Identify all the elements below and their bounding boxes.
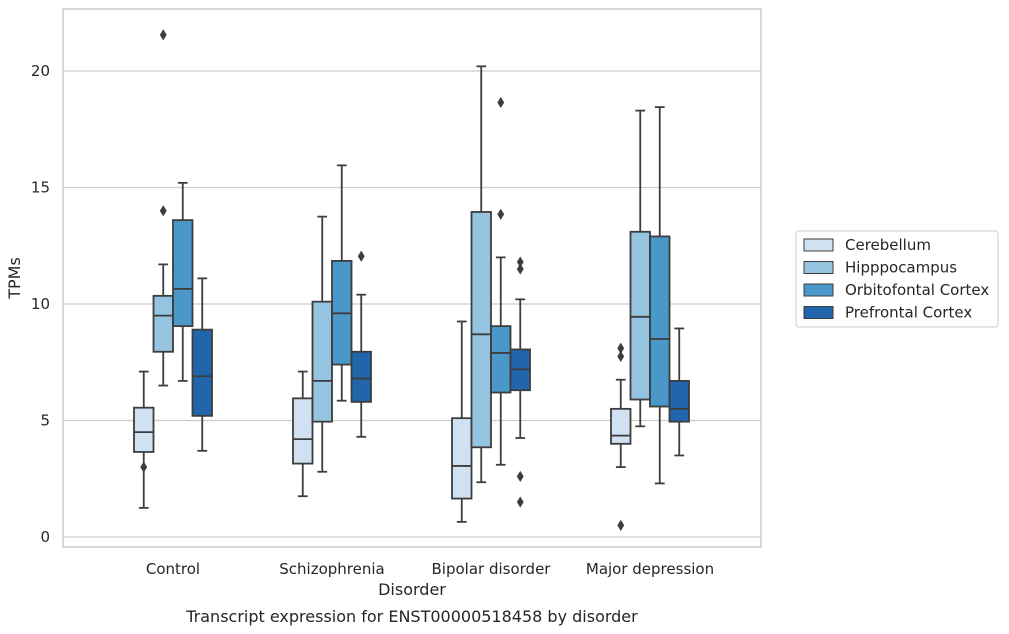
- legend-swatch: [803, 238, 834, 252]
- outlier-point: [516, 470, 524, 483]
- x-tick-label: Major depression: [586, 560, 714, 578]
- box-iqr: [470, 211, 492, 449]
- y-tick-label: 0: [40, 528, 50, 546]
- legend-label: Orbitofontal Cortex: [845, 281, 989, 299]
- x-tick-labels: Control Schizophrenia Bipolar disorder Majo…: [146, 560, 714, 578]
- box-iqr: [152, 294, 174, 353]
- legend: Cerebellum Hipppocampus Orbitofontal Corte…: [795, 230, 999, 328]
- box-orbitofontal-cortex-2: [490, 96, 512, 466]
- box-iqr: [629, 230, 651, 401]
- box-prefrontal-cortex-1: [350, 250, 372, 438]
- x-tick-label: Control: [146, 560, 200, 578]
- figure-caption: Transcript expression for ENST0000051845…: [185, 607, 638, 626]
- box-iqr: [490, 325, 512, 394]
- box-iqr: [451, 417, 473, 500]
- box-iqr: [668, 379, 690, 423]
- box-hipppocampus-0: [152, 29, 174, 387]
- y-tick-label: 10: [31, 295, 50, 313]
- legend-label: Cerebellum: [845, 236, 931, 254]
- box-iqr: [172, 219, 194, 328]
- box-iqr: [133, 406, 155, 453]
- box-iqr: [292, 397, 314, 465]
- legend-label: Hipppocampus: [845, 259, 957, 277]
- box-orbitofontal-cortex-0: [172, 181, 194, 382]
- y-tick-label: 5: [40, 412, 50, 430]
- outlier-point: [497, 96, 505, 109]
- box-orbitofontal-cortex-1: [331, 164, 353, 402]
- y-tick-labels: 0 5 10 15 20: [31, 62, 50, 546]
- outlier-point: [140, 461, 148, 473]
- outlier-point: [617, 350, 625, 363]
- y-tick-label: 20: [31, 62, 50, 80]
- legend-swatch: [803, 261, 834, 274]
- outlier-point: [357, 250, 365, 262]
- outlier-point: [497, 208, 505, 220]
- outlier-point: [617, 519, 625, 531]
- box-iqr: [610, 407, 632, 445]
- box-cerebellum-3: [610, 342, 632, 531]
- box-iqr: [191, 328, 213, 417]
- legend-label: Prefrontal Cortex: [845, 304, 972, 322]
- outlier-point: [159, 205, 167, 217]
- legend-swatch: [803, 306, 834, 319]
- outlier-point: [516, 256, 524, 268]
- legend-swatch: [803, 283, 834, 297]
- box-prefrontal-cortex-3: [668, 327, 690, 457]
- box-prefrontal-cortex-0: [191, 277, 213, 452]
- legend-frame: [795, 230, 999, 328]
- box-cerebellum-1: [292, 370, 314, 498]
- x-axis-title: Disorder: [378, 580, 446, 599]
- outlier-point: [159, 29, 167, 41]
- x-tick-label: Schizophrenia: [279, 560, 384, 578]
- box-iqr: [311, 300, 333, 423]
- outlier-point: [617, 342, 625, 354]
- outlier-point: [516, 496, 524, 508]
- x-tick-label: Bipolar disorder: [432, 560, 552, 578]
- box-iqr: [649, 235, 671, 408]
- plot-frame: [62, 8, 762, 548]
- box-orbitofontal-cortex-3: [649, 106, 671, 485]
- box-hipppocampus-3: [629, 109, 651, 428]
- outlier-point: [516, 263, 524, 275]
- box-hipppocampus-1: [311, 215, 333, 473]
- box-hipppocampus-2: [470, 65, 492, 484]
- box-cerebellum-0: [133, 370, 155, 509]
- box-layer: [133, 29, 690, 531]
- box-iqr: [350, 350, 372, 403]
- y-axis-title: TPMs: [5, 257, 24, 300]
- box-cerebellum-2: [451, 320, 473, 523]
- box-prefrontal-cortex-2: [509, 256, 531, 508]
- y-tick-label: 15: [31, 179, 50, 197]
